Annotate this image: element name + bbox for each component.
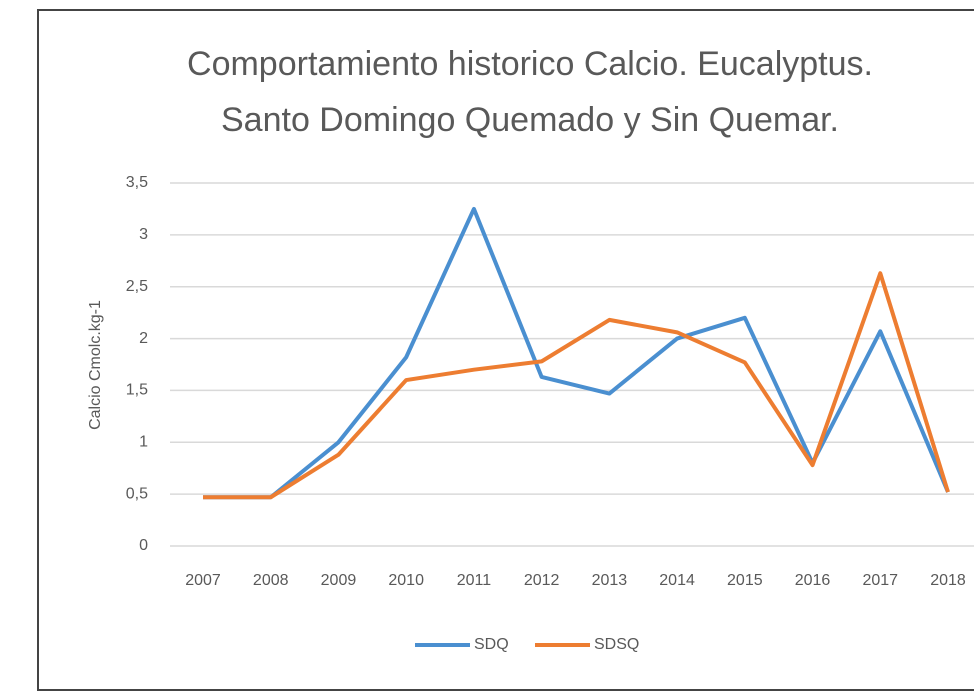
series-line bbox=[203, 206, 950, 500]
x-tick-label: 2012 bbox=[524, 572, 560, 589]
legend-label: SDSQ bbox=[594, 636, 639, 653]
x-tick-label: 2015 bbox=[727, 572, 763, 589]
x-tick-label: 2013 bbox=[592, 572, 628, 589]
x-tick-label: 2009 bbox=[321, 572, 357, 589]
chart-title: Comportamiento historico Calcio. Eucalyp… bbox=[187, 45, 873, 83]
chart-title: Santo Domingo Quemado y Sin Quemar. bbox=[221, 101, 839, 139]
x-tick-label: 2010 bbox=[388, 572, 424, 589]
y-tick-label: 2 bbox=[139, 330, 148, 347]
x-tick-label: 2007 bbox=[185, 572, 221, 589]
y-tick-label: 2,5 bbox=[126, 278, 148, 295]
chart-frame bbox=[37, 9, 974, 691]
y-axis-label: Calcio Cmolc.kg-1 bbox=[87, 300, 104, 430]
x-tick-label: 2008 bbox=[253, 572, 289, 589]
series-line bbox=[203, 271, 950, 500]
y-tick-label: 3,5 bbox=[126, 174, 148, 191]
x-tick-label: 2016 bbox=[795, 572, 831, 589]
x-tick-label: 2017 bbox=[862, 572, 898, 589]
x-tick-label: 2018 bbox=[930, 572, 966, 589]
y-tick-label: 1,5 bbox=[126, 382, 148, 399]
x-tick-label: 2011 bbox=[457, 572, 492, 589]
y-tick-label: 3 bbox=[139, 226, 148, 243]
y-tick-label: 0 bbox=[139, 537, 148, 554]
x-tick-label: 2014 bbox=[659, 572, 695, 589]
legend-label: SDQ bbox=[474, 636, 509, 653]
y-tick-label: 0,5 bbox=[126, 485, 148, 502]
y-tick-label: 1 bbox=[139, 434, 148, 451]
